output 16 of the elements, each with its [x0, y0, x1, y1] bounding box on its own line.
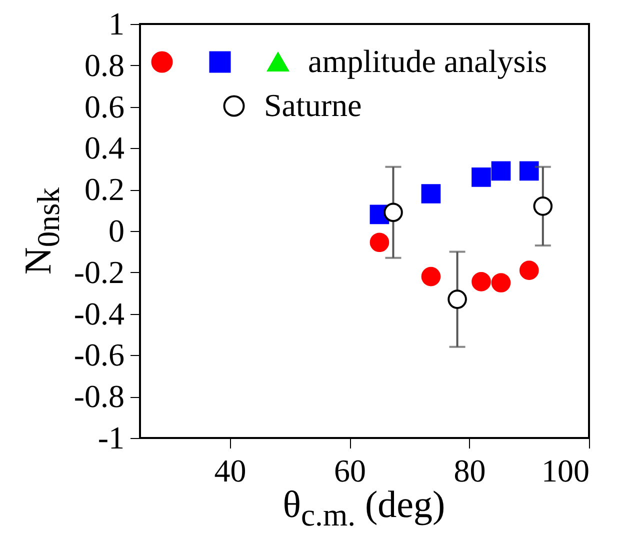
y-tick-label: 0 — [108, 212, 124, 248]
y-tick-label: 0.8 — [84, 46, 124, 83]
x-tick-label: 40 — [214, 452, 246, 488]
y-tick-label: -0.2 — [74, 254, 124, 290]
y-tick-label: 0.4 — [84, 130, 124, 166]
x-tick-label: 100 — [542, 452, 590, 488]
y-tick-label: 1 — [108, 6, 124, 42]
y-tick-label: 0.2 — [84, 171, 124, 208]
legend-label: amplitude analysis — [308, 43, 548, 79]
y-tick-label: -0.4 — [74, 295, 124, 332]
y-tick-label: -0.8 — [74, 378, 124, 414]
legend-label: Saturne — [264, 87, 362, 123]
y-tick-label: -0.6 — [74, 336, 124, 373]
y-tick-label: 0.6 — [84, 88, 124, 124]
x-tick-label: 80 — [454, 452, 486, 488]
y-tick-label: -1 — [98, 420, 124, 456]
